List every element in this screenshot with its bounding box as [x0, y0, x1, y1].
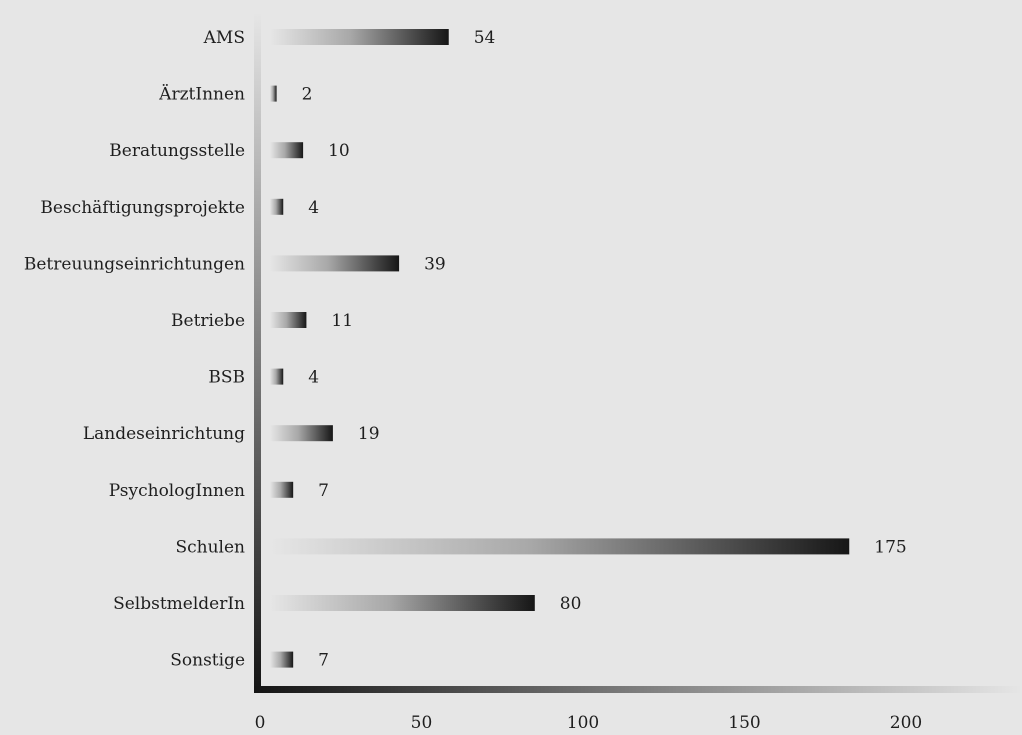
x-tick-label: 150 [728, 713, 760, 733]
bar [270, 85, 277, 102]
category-label: Betreuungseinrichtungen [24, 254, 245, 274]
x-axis-line [254, 686, 1022, 693]
value-label: 80 [560, 594, 582, 614]
value-label: 7 [318, 481, 329, 501]
bar [270, 312, 307, 328]
value-label: 7 [318, 651, 329, 671]
bar [270, 538, 850, 555]
category-label: PsychologInnen [109, 481, 245, 501]
bar [270, 651, 294, 668]
value-label: 175 [874, 537, 906, 557]
bar [270, 425, 333, 442]
value-label: 4 [308, 198, 319, 218]
category-label: Beratungsstelle [109, 141, 245, 161]
x-tick-label: 100 [567, 713, 599, 733]
value-label: 4 [308, 368, 319, 388]
bar [270, 198, 284, 215]
x-tick-label: 50 [411, 713, 433, 733]
value-label: 10 [328, 141, 350, 161]
category-label: ÄrztInnen [158, 84, 245, 105]
bar [270, 481, 294, 498]
bar [270, 368, 284, 385]
x-tick-label: 0 [255, 713, 266, 733]
value-label: 54 [474, 28, 496, 48]
category-label: Sonstige [170, 651, 245, 671]
category-label: Landeseinrichtung [83, 424, 245, 444]
bar [270, 255, 400, 272]
category-label: SelbstmelderIn [113, 594, 245, 614]
value-label: 2 [302, 85, 313, 105]
value-label: 19 [358, 424, 380, 444]
category-label: Beschäftigungsprojekte [40, 198, 245, 218]
x-axis-ticks: 0 50 100 150 200 [255, 713, 923, 733]
category-label: Betriebe [171, 311, 245, 331]
value-label: 11 [331, 311, 353, 331]
bars-layer: AMS 54 ÄrztInnen 2 Beratungsstelle 10 Beschäft… [24, 28, 907, 671]
category-label: AMS [203, 28, 245, 48]
bar [270, 595, 535, 611]
bar [270, 29, 449, 45]
category-label: Schulen [175, 537, 245, 557]
value-label: 39 [424, 254, 446, 274]
category-label: BSB [208, 368, 245, 388]
y-axis-line [254, 12, 261, 692]
x-tick-label: 200 [890, 713, 922, 733]
bar [270, 142, 304, 159]
